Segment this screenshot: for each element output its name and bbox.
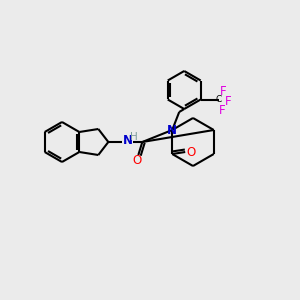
Text: O: O (187, 146, 196, 158)
Text: N: N (123, 134, 133, 148)
Text: F: F (220, 85, 227, 98)
Text: O: O (133, 154, 142, 167)
Text: C: C (215, 95, 222, 104)
Text: H: H (130, 132, 138, 142)
Text: N: N (167, 124, 177, 136)
Text: F: F (219, 104, 226, 117)
Text: F: F (225, 95, 232, 108)
